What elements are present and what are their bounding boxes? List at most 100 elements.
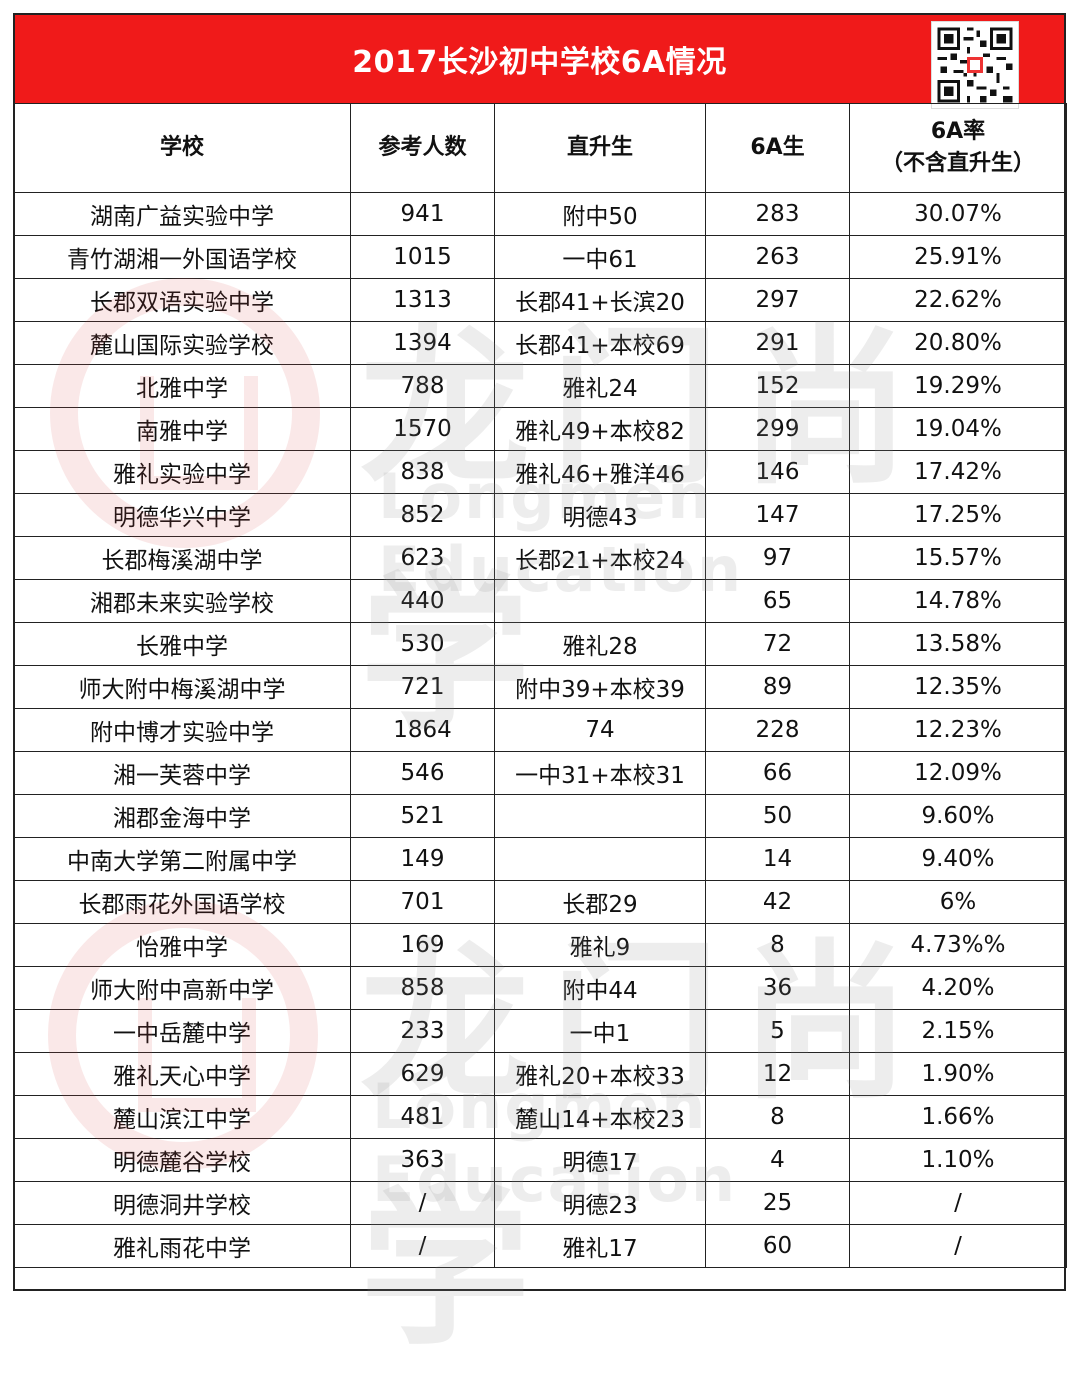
cell-rate: 20.80% [849, 321, 1067, 365]
cell-rate: / [849, 1181, 1067, 1225]
table-row: 湖南广益实验中学 941 附中50 283 30.07% [13, 192, 1067, 236]
table-row: 雅礼实验中学 838 雅礼46+雅洋46 146 17.42% [13, 450, 1067, 494]
cell-six-a: 72 [705, 622, 850, 666]
table-row: 师大附中梅溪湖中学 721 附中39+本校39 89 12.35% [13, 665, 1067, 709]
cell-rate: 19.04% [849, 407, 1067, 451]
cell-rate: 1.10% [849, 1138, 1067, 1182]
cell-six-a: 4 [705, 1138, 850, 1182]
cell-participants: 233 [350, 1009, 495, 1053]
cell-direct: 雅礼49+本校82 [494, 407, 706, 451]
cell-school: 明德洞井学校 [13, 1181, 351, 1225]
cell-school: 师大附中梅溪湖中学 [13, 665, 351, 709]
cell-participants: 1394 [350, 321, 495, 365]
cell-six-a: 283 [705, 192, 850, 236]
data-table: 学校 参考人数 直升生 6A生 6A率 （不含直升生） 湖南广益实验中学 941 附… [13, 103, 1067, 1268]
cell-six-a: 42 [705, 880, 850, 924]
cell-direct: 附中44 [494, 966, 706, 1010]
cell-school: 长郡梅溪湖中学 [13, 536, 351, 580]
cell-direct: 麓山14+本校23 [494, 1095, 706, 1139]
cell-school: 麓山滨江中学 [13, 1095, 351, 1139]
cell-six-a: 146 [705, 450, 850, 494]
header-school: 学校 [13, 103, 351, 193]
cell-participants: 629 [350, 1052, 495, 1096]
cell-direct: 雅礼24 [494, 364, 706, 408]
cell-school: 长雅中学 [13, 622, 351, 666]
cell-direct: 明德17 [494, 1138, 706, 1182]
cell-participants: 623 [350, 536, 495, 580]
table-row: 长雅中学 530 雅礼28 72 13.58% [13, 622, 1067, 666]
cell-direct: 明德23 [494, 1181, 706, 1225]
cell-direct [494, 579, 706, 623]
cell-six-a: 65 [705, 579, 850, 623]
cell-school: 师大附中高新中学 [13, 966, 351, 1010]
cell-participants: / [350, 1224, 495, 1268]
cell-school: 湘一芙蓉中学 [13, 751, 351, 795]
cell-participants: 1864 [350, 708, 495, 752]
cell-participants: 440 [350, 579, 495, 623]
cell-direct: 74 [494, 708, 706, 752]
cell-direct: 一中1 [494, 1009, 706, 1053]
cell-school: 明德麓谷学校 [13, 1138, 351, 1182]
cell-six-a: 36 [705, 966, 850, 1010]
cell-participants: 838 [350, 450, 495, 494]
cell-school: 怡雅中学 [13, 923, 351, 967]
cell-rate: 12.23% [849, 708, 1067, 752]
table-row: 怡雅中学 169 雅礼9 8 4.73%% [13, 923, 1067, 967]
cell-direct [494, 794, 706, 838]
cell-rate: 12.09% [849, 751, 1067, 795]
cell-rate: 9.40% [849, 837, 1067, 881]
cell-school: 长郡雨花外国语学校 [13, 880, 351, 924]
cell-school: 湘郡未来实验学校 [13, 579, 351, 623]
cell-rate: 4.20% [849, 966, 1067, 1010]
page-title: 2017长沙初中学校6A情况 [352, 45, 727, 80]
cell-school: 附中博才实验中学 [13, 708, 351, 752]
cell-direct: 一中31+本校31 [494, 751, 706, 795]
cell-six-a: 147 [705, 493, 850, 537]
cell-rate: / [849, 1224, 1067, 1268]
header-direct: 直升生 [494, 103, 706, 193]
cell-direct: 雅礼9 [494, 923, 706, 967]
header-six-a: 6A生 [705, 103, 850, 193]
cell-six-a: 228 [705, 708, 850, 752]
title-bar: 2017长沙初中学校6A情况 [15, 15, 1064, 103]
cell-rate: 15.57% [849, 536, 1067, 580]
cell-direct: 长郡41+本校69 [494, 321, 706, 365]
header-row: 学校 参考人数 直升生 6A生 6A率 （不含直升生） [13, 103, 1067, 193]
cell-participants: 1015 [350, 235, 495, 279]
header-rate: 6A率 （不含直升生） [849, 103, 1067, 193]
cell-participants: 521 [350, 794, 495, 838]
cell-participants: 530 [350, 622, 495, 666]
table-row: 北雅中学 788 雅礼24 152 19.29% [13, 364, 1067, 408]
cell-six-a: 14 [705, 837, 850, 881]
table-row: 长郡梅溪湖中学 623 长郡21+本校24 97 15.57% [13, 536, 1067, 580]
cell-participants: 858 [350, 966, 495, 1010]
table-row: 麓山滨江中学 481 麓山14+本校23 8 1.66% [13, 1095, 1067, 1139]
cell-school: 一中岳麓中学 [13, 1009, 351, 1053]
cell-school: 中南大学第二附属中学 [13, 837, 351, 881]
cell-six-a: 89 [705, 665, 850, 709]
table-row: 青竹湖湘一外国语学校 1015 一中61 263 25.91% [13, 235, 1067, 279]
cell-six-a: 8 [705, 1095, 850, 1139]
cell-school: 雅礼实验中学 [13, 450, 351, 494]
cell-participants: / [350, 1181, 495, 1225]
table-row: 一中岳麓中学 233 一中1 5 2.15% [13, 1009, 1067, 1053]
cell-school: 青竹湖湘一外国语学校 [13, 235, 351, 279]
table-row: 雅礼天心中学 629 雅礼20+本校33 12 1.90% [13, 1052, 1067, 1096]
cell-six-a: 50 [705, 794, 850, 838]
table-row: 明德麓谷学校 363 明德17 4 1.10% [13, 1138, 1067, 1182]
cell-six-a: 291 [705, 321, 850, 365]
cell-rate: 17.25% [849, 493, 1067, 537]
cell-direct: 一中61 [494, 235, 706, 279]
cell-direct: 明德43 [494, 493, 706, 537]
table-row: 附中博才实验中学 1864 74 228 12.23% [13, 708, 1067, 752]
cell-rate: 25.91% [849, 235, 1067, 279]
cell-participants: 788 [350, 364, 495, 408]
cell-six-a: 299 [705, 407, 850, 451]
cell-direct: 雅礼17 [494, 1224, 706, 1268]
table-row: 湘郡金海中学 521 50 9.60% [13, 794, 1067, 838]
table-row: 明德洞井学校 / 明德23 25/ [13, 1181, 1067, 1225]
cell-six-a: 297 [705, 278, 850, 322]
cell-rate: 19.29% [849, 364, 1067, 408]
cell-six-a: 60 [705, 1224, 850, 1268]
table-row: 明德华兴中学 852 明德43 147 17.25% [13, 493, 1067, 537]
